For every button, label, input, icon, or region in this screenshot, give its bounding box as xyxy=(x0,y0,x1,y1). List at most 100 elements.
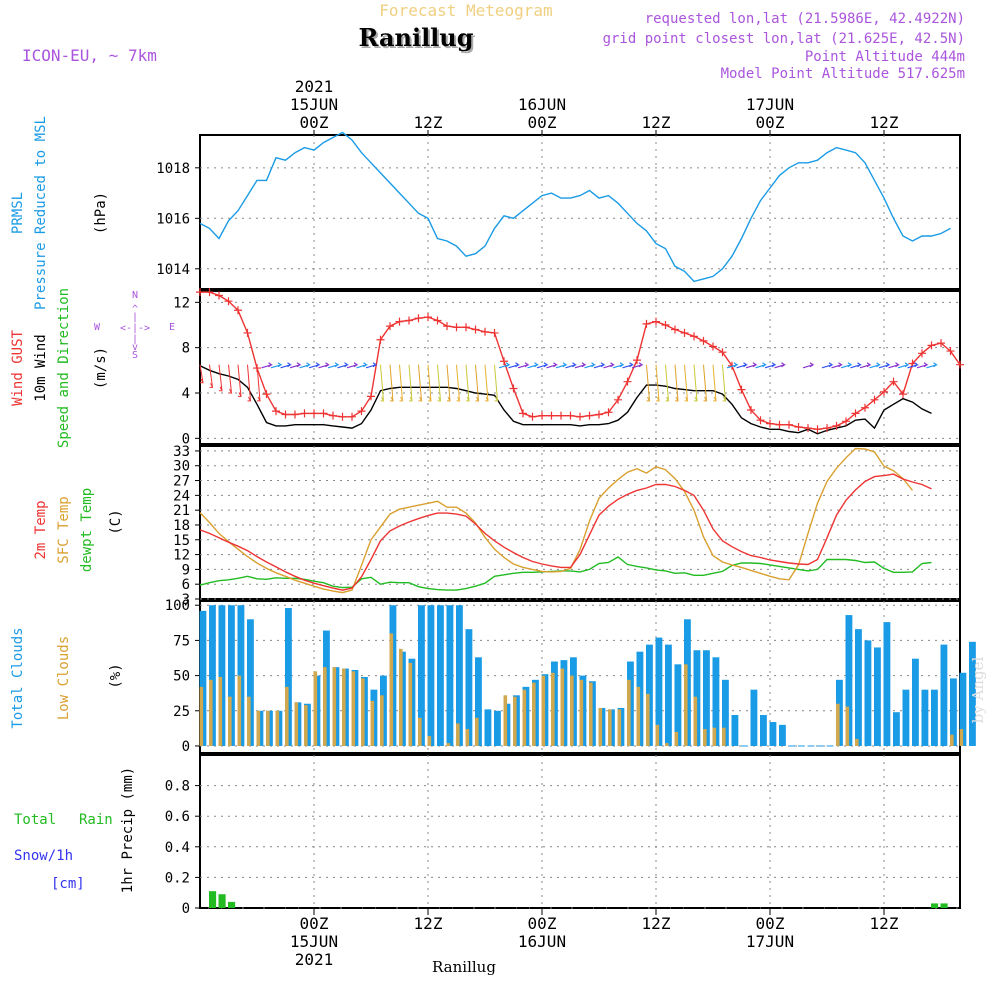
wind-arrow xyxy=(555,362,568,369)
wind-arrow xyxy=(655,364,660,402)
wind-arrow xyxy=(684,364,689,402)
gust-marker xyxy=(623,377,632,386)
low-cloud-bar xyxy=(845,706,850,746)
t2m-line xyxy=(199,473,932,591)
pressure-unit: (hPa) xyxy=(93,192,109,234)
gust-marker xyxy=(642,319,651,328)
gust-marker xyxy=(557,411,565,420)
total-cloud-bar xyxy=(465,629,473,746)
wind10m-line xyxy=(199,365,932,435)
gust-marker xyxy=(870,395,879,404)
snow-label: Snow/1h xyxy=(14,848,73,864)
low-cloud-bar xyxy=(285,686,289,746)
wind-arrow xyxy=(693,364,698,402)
gust-marker xyxy=(452,323,461,332)
total-cloud-bar xyxy=(912,658,919,746)
x-tick-label: 12Z xyxy=(642,914,671,933)
gust-marker xyxy=(880,387,888,396)
low-cloud-bar xyxy=(389,633,394,746)
gust-marker xyxy=(756,416,765,425)
low-cloud-bar xyxy=(636,686,641,746)
gust-marker xyxy=(576,412,584,421)
wind-arrow xyxy=(380,364,385,402)
low-cloud-bar xyxy=(313,671,318,746)
total-cloud-bar xyxy=(456,605,463,746)
total-cloud-bar xyxy=(674,664,682,746)
low-cloud-bar xyxy=(199,686,204,746)
gust-marker xyxy=(652,317,660,326)
y-tick-label: 8 xyxy=(182,341,190,357)
total-cloud-bar xyxy=(655,637,663,746)
low-cloud-bar xyxy=(256,710,261,746)
low-cloud-bar xyxy=(228,696,232,746)
wind-arrow xyxy=(446,364,451,402)
low-cloud-bar xyxy=(446,743,451,746)
wind-arrow xyxy=(840,362,853,369)
x-tick-label: 12Z xyxy=(642,113,671,132)
gust-marker xyxy=(813,425,822,434)
total-cloud-bar xyxy=(703,650,710,746)
wind-arrow xyxy=(674,364,679,402)
gust-marker xyxy=(804,424,812,433)
low-cloud-bar xyxy=(560,668,565,746)
precip-unit: 1hr Precip (mm) xyxy=(120,767,136,893)
precip-panel: 0 0.2 0.4 0.6 0.8 xyxy=(165,754,961,917)
low-cloud-bar xyxy=(209,679,213,746)
gust-marker xyxy=(329,411,337,420)
gust-marker xyxy=(300,409,309,418)
x-tick-label: 00Z xyxy=(756,914,785,933)
gust-marker xyxy=(205,288,214,297)
x-tick-label: 00Z xyxy=(528,914,557,933)
gust-marker xyxy=(243,328,252,337)
total-cloud-bar xyxy=(893,712,900,746)
total-cloud-bar xyxy=(969,641,976,746)
point-altitude: Point Altitude 444m xyxy=(805,49,965,65)
gust-marker xyxy=(319,409,328,418)
wind-arrow xyxy=(498,362,511,369)
wind-arrow xyxy=(218,364,223,392)
low-cloud-bar xyxy=(836,703,840,746)
gust-marker xyxy=(566,411,575,420)
low-cloud-bar xyxy=(532,682,536,746)
total-cloud-bar xyxy=(902,689,910,746)
low-cloud-bar xyxy=(950,734,954,746)
wind-arrow xyxy=(603,362,615,369)
wind-arrow xyxy=(327,362,340,369)
low-cloud-bar xyxy=(294,702,299,746)
wind-arrow xyxy=(907,362,919,369)
x-tick-label: 00Z xyxy=(528,113,557,132)
gust-marker xyxy=(376,335,385,344)
gust-marker xyxy=(519,409,527,418)
wind-arrow xyxy=(897,362,910,369)
wind-arrow xyxy=(475,364,480,402)
total-cloud-bar xyxy=(750,689,758,746)
wind-arrow xyxy=(888,362,900,369)
wind-arrow xyxy=(389,364,394,402)
y-tick-label: 3 xyxy=(182,592,190,608)
y-tick-label: 0 xyxy=(182,901,190,917)
total-cloud-bar xyxy=(931,689,938,746)
wind-arrow xyxy=(247,364,252,402)
gust-marker xyxy=(262,390,271,399)
x-tick-label: 16JUN xyxy=(518,95,566,114)
low-cloud-bar xyxy=(513,696,517,746)
y-tick-label: 50 xyxy=(173,669,190,685)
x-tick-label: 00Z xyxy=(300,914,329,933)
gust-marker xyxy=(224,297,233,306)
gust-marker xyxy=(709,342,717,351)
panel-frame xyxy=(199,134,961,290)
low-cloud-bar xyxy=(247,696,251,746)
total-cloud-bar xyxy=(209,605,216,746)
gust-marker xyxy=(899,390,907,399)
wind-direction-label: Speed and Direction xyxy=(56,288,72,448)
low-cloud-bar xyxy=(655,724,660,746)
y-tick-label: 30 xyxy=(173,459,190,475)
gust-marker xyxy=(690,332,698,341)
total-cloud-bar xyxy=(437,605,444,746)
t2m-label: 2m Temp xyxy=(33,500,49,559)
total-cloud-bar xyxy=(712,657,720,746)
y-tick-label: 18 xyxy=(173,518,190,534)
svg-text:^: ^ xyxy=(132,304,138,315)
wind-arrow xyxy=(399,364,404,402)
